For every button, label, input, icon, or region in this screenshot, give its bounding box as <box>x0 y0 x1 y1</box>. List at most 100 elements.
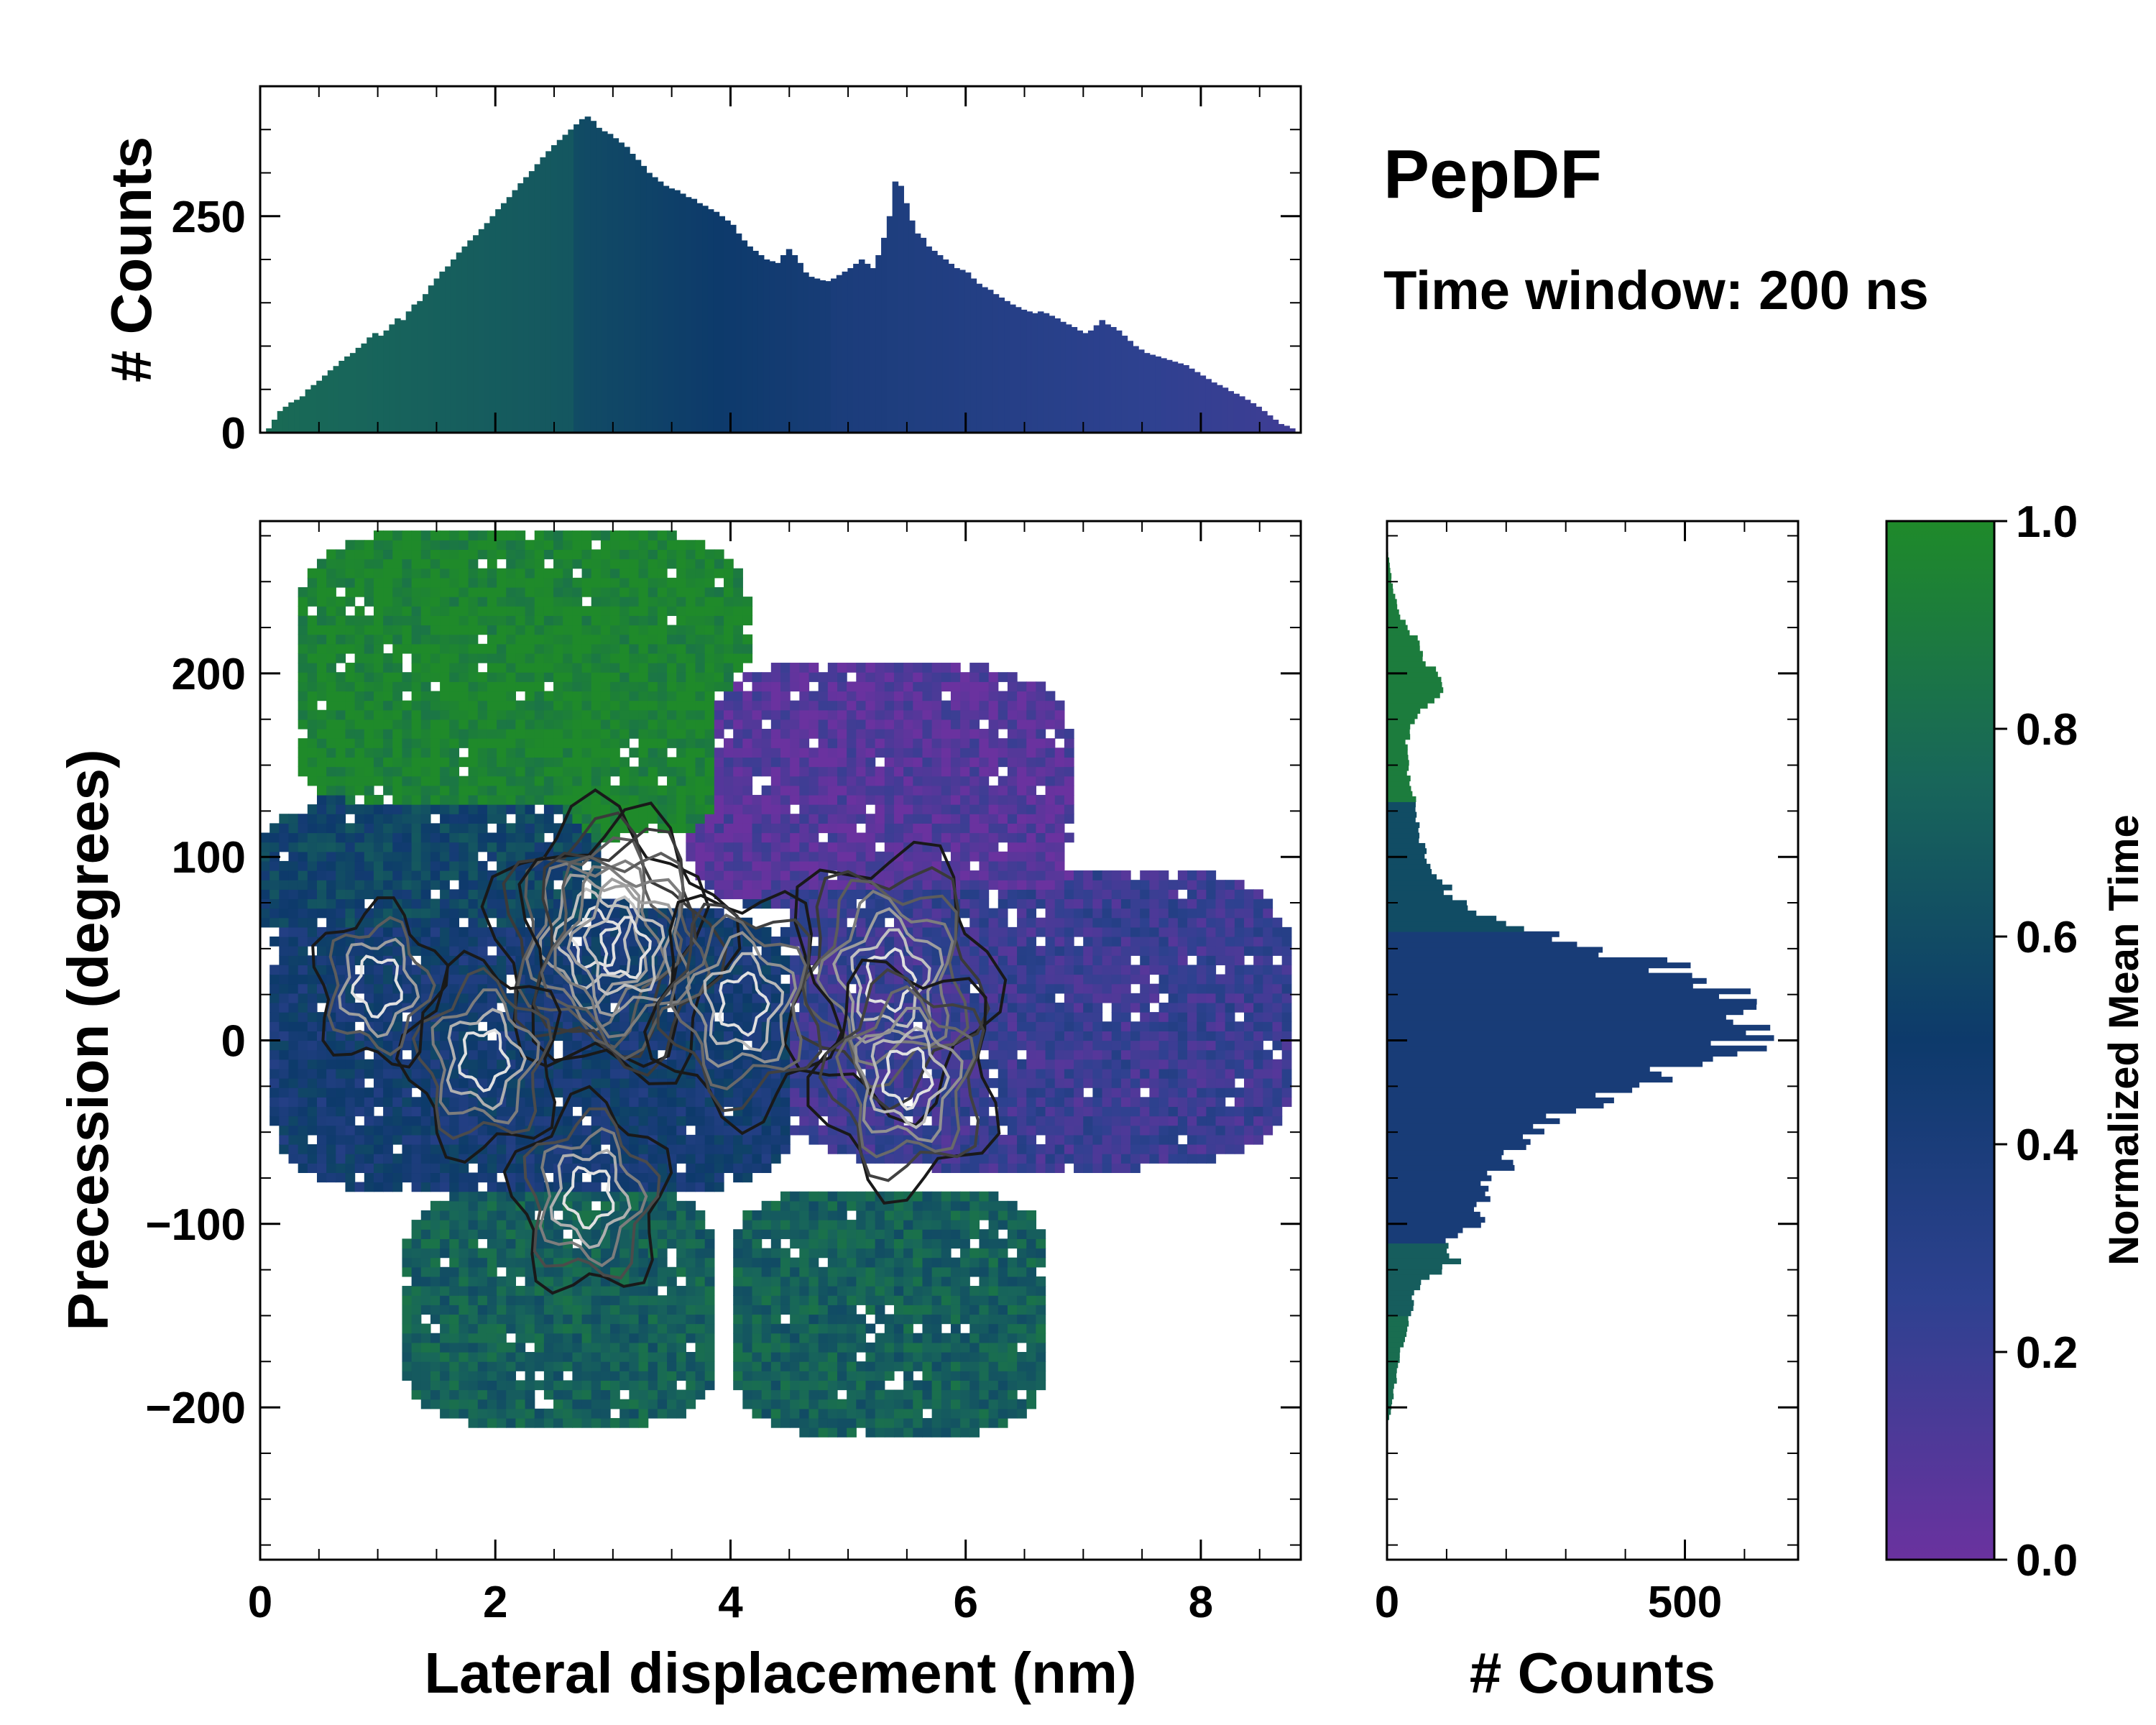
heatmap-cell <box>543 1417 554 1428</box>
heatmap-cell <box>336 700 346 711</box>
heatmap-cell <box>752 1031 763 1041</box>
heatmap-cell <box>534 672 545 682</box>
heatmap-cell <box>326 1154 336 1164</box>
heatmap-cell <box>468 1097 479 1108</box>
heatmap-cell <box>364 672 374 682</box>
top-histogram-bar <box>875 254 882 433</box>
heatmap-cell <box>402 748 413 758</box>
heatmap-cell <box>600 615 611 626</box>
heatmap-cell <box>373 1002 384 1013</box>
heatmap-cell <box>818 700 829 711</box>
heatmap-cell <box>704 1163 715 1174</box>
heatmap-cell <box>790 709 800 720</box>
heatmap-cell <box>847 1371 857 1381</box>
heatmap-cell <box>695 700 706 711</box>
heatmap-cell <box>279 1040 290 1051</box>
heatmap-cell <box>827 1380 838 1391</box>
heatmap-cell <box>770 1154 781 1164</box>
heatmap-cell <box>307 748 318 758</box>
heatmap-cell <box>316 1134 327 1145</box>
heatmap-cell <box>799 1012 810 1022</box>
heatmap-cell <box>629 1417 640 1428</box>
heatmap-cell <box>629 625 640 635</box>
heatmap-cell <box>600 653 611 663</box>
heatmap-cell <box>345 700 356 711</box>
heatmap-cell <box>733 860 743 871</box>
heatmap-cell <box>742 993 753 1003</box>
heatmap-cell <box>695 738 706 748</box>
heatmap-cell <box>780 691 791 702</box>
heatmap-cell <box>326 917 336 928</box>
heatmap-cell <box>402 1305 413 1315</box>
heatmap-cell <box>600 1380 611 1391</box>
heatmap-cell <box>724 1049 734 1060</box>
heatmap-cell <box>770 1210 781 1220</box>
heatmap-cell <box>695 568 706 579</box>
heatmap-cell <box>364 738 374 748</box>
heatmap-cell <box>752 1333 763 1343</box>
heatmap-cell <box>648 672 658 682</box>
heatmap-cell <box>543 1352 554 1362</box>
heatmap-cell <box>761 709 772 720</box>
top-histogram-bar <box>333 366 340 433</box>
heatmap-cell <box>402 577 413 588</box>
heatmap-cell <box>695 1333 706 1343</box>
heatmap-cell <box>525 1333 535 1343</box>
heatmap-cell <box>525 700 535 711</box>
heatmap-cell <box>799 1125 810 1136</box>
heatmap-cell <box>468 709 479 720</box>
heatmap-cell <box>704 860 715 871</box>
heatmap-cell <box>704 794 715 805</box>
heatmap-cell <box>430 672 441 682</box>
heatmap-cell <box>440 1248 450 1259</box>
heatmap-cell <box>430 965 441 975</box>
heatmap-cell <box>459 1408 469 1419</box>
heatmap-cell <box>629 1380 640 1391</box>
heatmap-cell <box>449 1163 460 1174</box>
heatmap-cell <box>402 842 413 852</box>
heatmap-cell <box>780 823 791 834</box>
heatmap-cell <box>402 1361 413 1371</box>
top-histogram-bar <box>1244 400 1251 433</box>
heatmap-cell <box>790 1286 800 1296</box>
heatmap-cell <box>468 1116 479 1126</box>
heatmap-cell <box>383 663 393 673</box>
heatmap-cell <box>761 1220 772 1230</box>
heatmap-cell <box>336 1116 346 1126</box>
heatmap-cell <box>326 974 336 985</box>
heatmap-cell <box>468 719 479 730</box>
heatmap-cell <box>686 1361 696 1371</box>
heatmap-cell <box>648 1266 658 1277</box>
heatmap-cell <box>298 1163 308 1174</box>
heatmap-cell <box>667 681 677 692</box>
heatmap-cell <box>468 1342 479 1353</box>
heatmap-cell <box>619 1106 630 1117</box>
heatmap-cell <box>648 615 658 626</box>
top-histogram-bar <box>1043 313 1050 433</box>
heatmap-cell <box>695 1154 706 1164</box>
heatmap-cell <box>449 1380 460 1391</box>
heatmap-cell <box>430 860 441 871</box>
heatmap-cell <box>770 1134 781 1145</box>
heatmap-cell <box>420 1144 431 1154</box>
heatmap-cell <box>704 804 715 814</box>
heatmap-cell <box>761 1200 772 1211</box>
heatmap-cell <box>714 663 724 673</box>
heatmap-cell <box>799 1266 810 1277</box>
heatmap-cell <box>676 1389 686 1400</box>
heatmap-cell <box>733 700 743 711</box>
top-histogram-bar <box>992 294 1000 433</box>
heatmap-cell <box>818 1087 829 1098</box>
top-histogram-bar <box>506 197 513 433</box>
heatmap-cell <box>676 1286 686 1296</box>
heatmap-cell <box>298 1144 308 1154</box>
heatmap-cell <box>364 1068 374 1079</box>
heatmap-cell <box>676 586 686 597</box>
heatmap-cell <box>667 700 677 711</box>
heatmap-cell <box>714 785 724 796</box>
heatmap-cell <box>600 1323 611 1334</box>
heatmap-cell <box>572 1059 583 1070</box>
heatmap-cell <box>468 776 479 786</box>
heatmap-cell <box>336 1068 346 1079</box>
heatmap-cell <box>411 597 422 607</box>
